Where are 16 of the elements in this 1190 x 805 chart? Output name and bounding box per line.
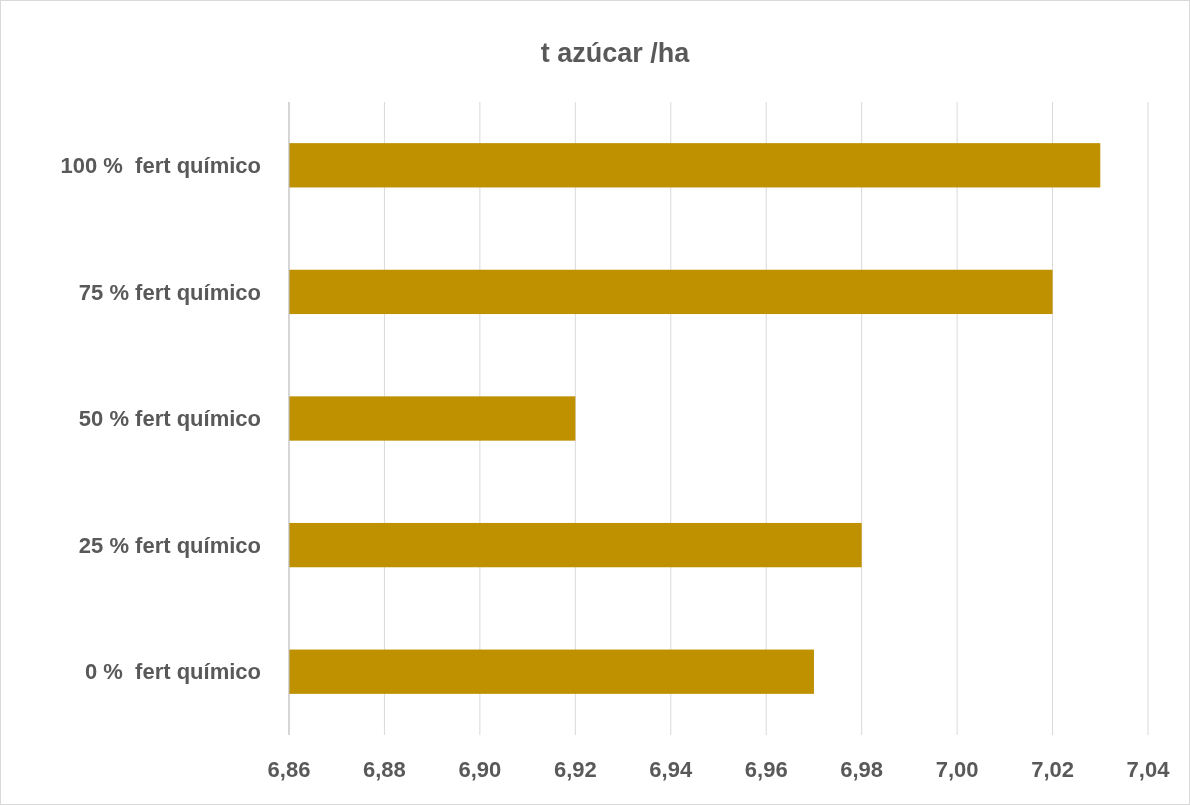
x-tick-label: 6,88 — [363, 757, 406, 782]
x-tick-label: 6,86 — [267, 757, 311, 782]
y-tick-label: 100 % fert químico — [60, 153, 261, 178]
chart-title: t azúcar /ha — [540, 38, 691, 68]
x-tick-label: 6,98 — [840, 757, 884, 782]
x-tick-label: 7,02 — [1031, 757, 1074, 782]
x-tick-label: 6,96 — [744, 757, 788, 782]
y-tick-label: 0 % fert químico — [84, 659, 261, 685]
x-tick-label: 6,92 — [553, 757, 597, 782]
x-tick-label: 7,00 — [935, 757, 979, 782]
x-tick-label: 6,94 — [649, 757, 693, 782]
x-tick-label: 6,90 — [458, 757, 502, 782]
x-tick-label: 7,04 — [1126, 757, 1171, 782]
y-tick-label: 75 % fert químico — [78, 279, 261, 305]
y-tick-label: 25 % fert químico — [78, 532, 261, 558]
y-tick-label: 50 % fert químico — [78, 406, 261, 432]
